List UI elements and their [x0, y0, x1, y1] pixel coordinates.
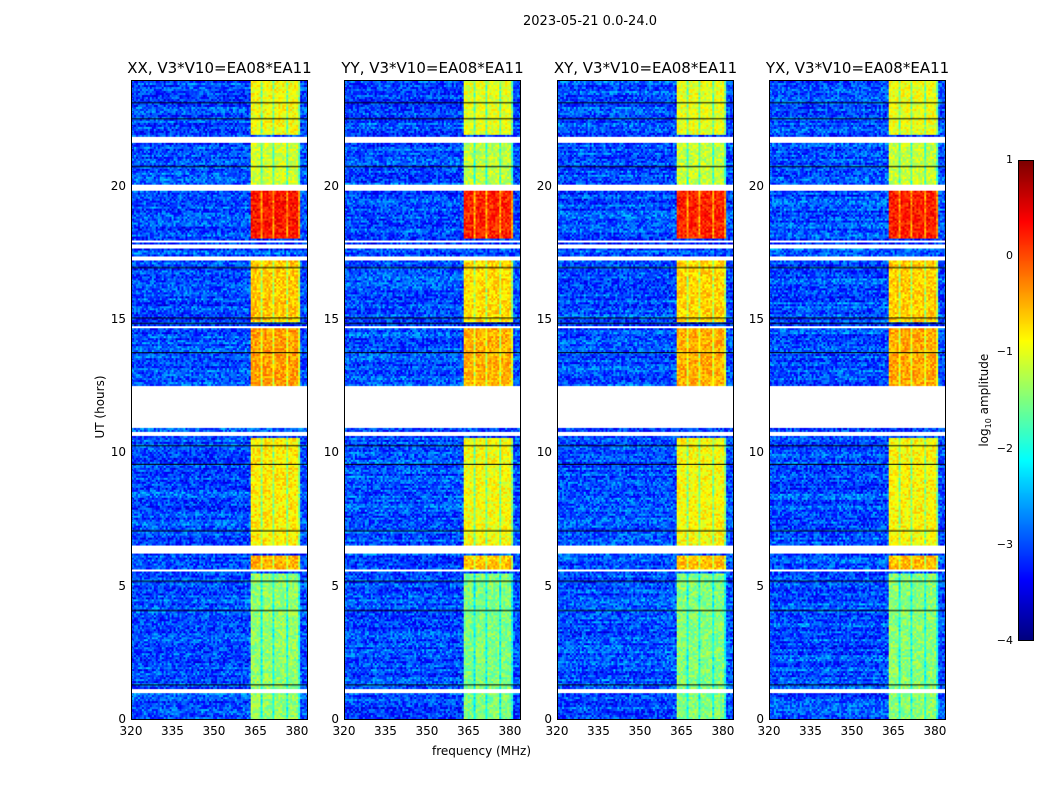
- x-tick-label: 335: [161, 724, 184, 738]
- x-axis-label: frequency (MHz): [432, 744, 532, 758]
- y-tick-label: 10: [110, 445, 126, 460]
- x-tick-label: 365: [882, 724, 905, 738]
- y-axis-label: UT (hours): [93, 375, 107, 439]
- x-tick-label: 365: [244, 724, 267, 738]
- y-tick-label: 0: [118, 712, 126, 726]
- y-tick-label: 0: [756, 712, 764, 726]
- figure-title: 2023-05-21 0.0-24.0: [523, 14, 657, 29]
- y-tick-label: 15: [748, 312, 764, 326]
- heatmap-panel: [557, 80, 734, 720]
- colorbar-label: log10 amplitude: [976, 353, 994, 447]
- x-tick-label: 380: [923, 724, 947, 738]
- y-tick-label: 5: [756, 578, 764, 593]
- y-tick-label: 0: [331, 712, 339, 726]
- y-tick-label: 0: [544, 712, 552, 726]
- x-tick-label: 365: [670, 724, 693, 738]
- x-tick-label: 350: [415, 724, 439, 738]
- x-tick-label: 350: [628, 724, 652, 738]
- x-tick-label: 380: [285, 724, 309, 738]
- colorbar-tick-label: −1: [996, 345, 1013, 359]
- x-tick-label: 320: [119, 724, 143, 738]
- y-tick-label: 15: [323, 312, 339, 326]
- colorbar-tick-label: −4: [996, 634, 1013, 647]
- x-tick-label: 320: [545, 724, 569, 738]
- x-tick-label: 335: [374, 724, 397, 738]
- panel-title: XX, V3*V10=EA08*EA11: [127, 59, 312, 77]
- y-tick-label: 10: [536, 445, 552, 460]
- y-tick-label: 20: [536, 178, 552, 193]
- x-tick-label: 380: [711, 724, 735, 738]
- panel-title: XY, V3*V10=EA08*EA11: [553, 59, 738, 77]
- x-tick-label: 350: [840, 724, 864, 738]
- x-tick-label: 320: [332, 724, 356, 738]
- y-tick-label: 15: [110, 312, 126, 326]
- y-tick-label: 20: [323, 178, 339, 193]
- x-tick-label: 380: [498, 724, 522, 738]
- x-tick-label: 350: [202, 724, 226, 738]
- x-tick-label: 335: [587, 724, 610, 738]
- x-tick-label: 335: [799, 724, 822, 738]
- heatmap-panel: [344, 80, 521, 720]
- heatmap-panel: [131, 80, 308, 720]
- colorbar: [1018, 160, 1034, 641]
- y-tick-label: 10: [323, 445, 339, 460]
- colorbar-tick-label: −2: [996, 441, 1013, 455]
- y-tick-label: 5: [544, 578, 552, 593]
- colorbar-tick-label: 1: [1006, 153, 1013, 166]
- heatmap-panel: [769, 80, 946, 720]
- y-tick-label: 20: [110, 178, 126, 193]
- y-tick-label: 15: [536, 312, 552, 326]
- colorbar-tick-label: −3: [996, 537, 1013, 551]
- panel-title: YX, V3*V10=EA08*EA11: [765, 59, 950, 77]
- y-tick-label: 20: [748, 178, 764, 193]
- y-tick-label: 10: [748, 445, 764, 460]
- panel-title: YY, V3*V10=EA08*EA11: [341, 59, 524, 77]
- colorbar-tick-label: 0: [1006, 249, 1013, 263]
- x-tick-label: 320: [757, 724, 781, 738]
- x-tick-label: 365: [457, 724, 480, 738]
- y-tick-label: 5: [331, 578, 339, 593]
- y-tick-label: 5: [118, 578, 126, 593]
